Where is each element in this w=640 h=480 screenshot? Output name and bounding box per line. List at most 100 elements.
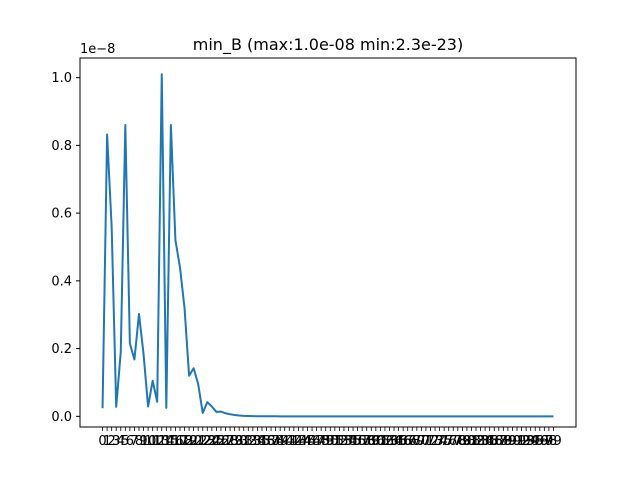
x-tick-label: 36 [258,434,275,449]
x-tick-label: 80 [459,434,476,449]
x-tick-label: 44 [295,434,312,449]
x-tick-label: 5 [121,434,129,449]
x-tick-label: 17 [172,434,189,449]
x-tick-label: 41 [281,434,298,449]
x-tick-label: 76 [440,434,457,449]
x-tick-label: 98 [541,434,558,449]
x-tick-label: 50 [322,434,339,449]
x-tick-label: 67 [399,434,416,449]
x-tick-label: 83 [472,434,489,449]
x-tick-label: 95 [527,434,544,449]
x-tick-label: 1 [103,434,111,449]
x-tick-label: 93 [518,434,535,449]
x-tick-label: 14 [158,434,175,449]
x-tick-label: 33 [245,434,262,449]
x-tick-label: 43 [290,434,307,449]
x-tick-label: 38 [267,434,284,449]
x-tick-label: 81 [463,434,480,449]
x-tick-label: 4 [117,434,125,449]
y-axis-ticks: 0.0 0.2 0.4 0.6 0.8 1.0 [51,71,80,425]
x-tick-label: 47 [308,434,325,449]
x-tick-label: 86 [486,434,503,449]
x-tick-label: 34 [249,434,266,449]
x-tick-label: 35 [254,434,271,449]
x-tick-label: 26 [213,434,230,449]
x-tick-label: 64 [386,434,403,449]
x-tick-label: 2 [108,434,116,449]
x-tick-label: 22 [194,434,211,449]
x-tick-label: 60 [368,434,385,449]
y-tick-label: 0.0 [51,410,72,425]
x-tick-label: 16 [167,434,184,449]
x-tick-label: 45 [299,434,316,449]
x-tick-label: 94 [522,434,539,449]
x-tick-label: 75 [436,434,453,449]
x-tick-label: 9 [139,434,147,449]
y-tick-label: 0.8 [51,139,72,154]
x-tick-label: 12 [149,434,166,449]
x-tick-label: 7 [130,434,138,449]
series-line [101,73,554,418]
y-offset-label: 1e−8 [80,42,115,57]
x-tick-label: 11 [144,434,161,449]
x-tick-label: 24 [204,434,221,449]
x-tick-label: 3 [112,434,120,449]
x-tick-label: 39 [272,434,289,449]
x-tick-label: 57 [354,434,371,449]
x-tick-label: 6 [126,434,134,449]
x-tick-label: 23 [199,434,216,449]
x-tick-label: 10 [140,434,157,449]
x-tick-label: 96 [532,434,549,449]
x-tick-label: 73 [427,434,444,449]
x-tick-label: 51 [327,434,344,449]
x-tick-label: 13 [153,434,170,449]
x-tick-label: 0 [98,434,106,449]
x-tick-label: 19 [181,434,198,449]
x-tick-label: 87 [491,434,508,449]
plot-area [80,58,576,427]
x-tick-label: 54 [340,434,357,449]
x-tick-label: 63 [381,434,398,449]
x-axis-ticks: 0123456789101112131415161718192021222324… [98,427,562,449]
y-tick-label: 1.0 [51,71,72,86]
x-tick-label: 40 [276,434,293,449]
x-tick-label: 27 [217,434,234,449]
x-tick-label: 15 [163,434,180,449]
x-tick-label: 92 [513,434,530,449]
x-tick-label: 42 [286,434,303,449]
x-tick-label: 59 [363,434,380,449]
x-tick-label: 18 [176,434,193,449]
x-tick-label: 66 [395,434,412,449]
x-tick-label: 46 [304,434,321,449]
x-tick-label: 52 [331,434,348,449]
x-tick-label: 82 [468,434,485,449]
x-tick-label: 79 [454,434,471,449]
x-tick-label: 61 [372,434,389,449]
x-tick-label: 32 [240,434,257,449]
x-tick-label: 25 [208,434,225,449]
x-tick-label: 84 [477,434,494,449]
x-tick-label: 70 [413,434,430,449]
x-tick-label: 49 [317,434,334,449]
x-tick-label: 97 [536,434,553,449]
x-tick-label: 89 [500,434,517,449]
x-tick-label: 29 [226,434,243,449]
x-tick-label: 58 [358,434,375,449]
x-tick-label: 71 [418,434,435,449]
x-tick-label: 91 [509,434,526,449]
y-tick-label: 0.6 [51,207,72,222]
plot-frame [79,57,577,428]
x-tick-label: 37 [263,434,280,449]
x-tick-label: 30 [231,434,248,449]
x-tick-label: 21 [190,434,207,449]
x-tick-label: 8 [135,434,143,449]
x-tick-label: 99 [545,434,562,449]
y-tick-label: 0.2 [51,342,72,357]
chart-title: min_B (max:1.0e-08 min:2.3e-23) [193,35,463,55]
x-tick-label: 88 [495,434,512,449]
x-tick-label: 72 [422,434,439,449]
x-tick-label: 62 [377,434,394,449]
x-tick-label: 56 [349,434,366,449]
x-tick-label: 48 [313,434,330,449]
